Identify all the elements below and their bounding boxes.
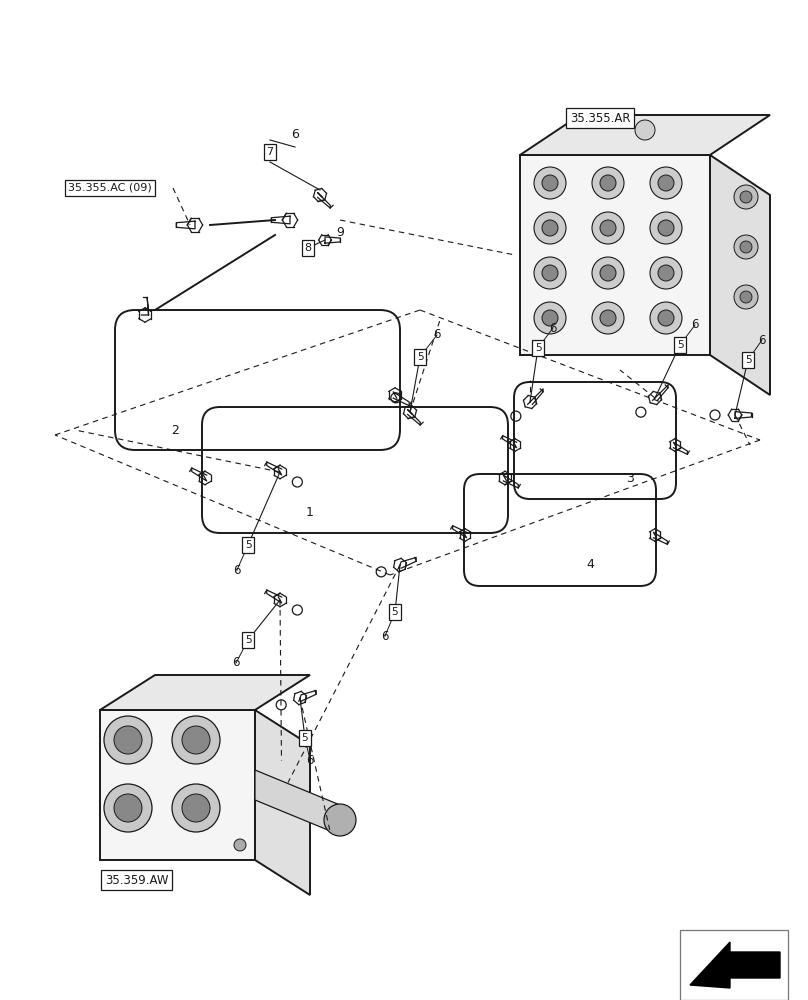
Polygon shape	[520, 115, 770, 155]
Text: 5: 5	[676, 340, 684, 350]
Circle shape	[114, 726, 142, 754]
Text: 6: 6	[291, 128, 299, 141]
Text: 9: 9	[336, 226, 344, 238]
Text: 8: 8	[305, 243, 312, 253]
Circle shape	[534, 302, 566, 334]
Text: 5: 5	[301, 733, 309, 743]
Polygon shape	[100, 710, 255, 860]
Circle shape	[734, 235, 758, 259]
Polygon shape	[100, 675, 310, 710]
Circle shape	[650, 167, 682, 199]
Text: 5: 5	[245, 540, 251, 550]
Text: 5: 5	[245, 635, 251, 645]
Circle shape	[542, 220, 558, 236]
Text: 5: 5	[417, 352, 423, 362]
Circle shape	[740, 191, 752, 203]
Circle shape	[600, 220, 616, 236]
Text: 3: 3	[626, 472, 634, 485]
Text: 6: 6	[758, 334, 766, 347]
Circle shape	[592, 212, 624, 244]
Text: 5: 5	[535, 343, 541, 353]
Text: 6: 6	[232, 656, 240, 670]
Circle shape	[650, 302, 682, 334]
Circle shape	[658, 175, 674, 191]
Text: 6: 6	[692, 318, 699, 332]
Circle shape	[592, 167, 624, 199]
Text: 2: 2	[171, 424, 179, 436]
Text: 6: 6	[433, 328, 440, 342]
Text: 35.359.AW: 35.359.AW	[105, 874, 169, 886]
Circle shape	[658, 220, 674, 236]
Circle shape	[542, 265, 558, 281]
Circle shape	[534, 212, 566, 244]
Text: 35.355.AC (09): 35.355.AC (09)	[68, 183, 152, 193]
Polygon shape	[690, 942, 780, 988]
Polygon shape	[255, 710, 310, 895]
Circle shape	[734, 185, 758, 209]
Text: 7: 7	[267, 147, 274, 157]
Circle shape	[234, 839, 246, 851]
Text: 6: 6	[306, 754, 314, 766]
Circle shape	[650, 212, 682, 244]
Text: 4: 4	[586, 558, 594, 572]
Text: 35.355.AR: 35.355.AR	[570, 111, 630, 124]
Circle shape	[600, 265, 616, 281]
Circle shape	[104, 716, 152, 764]
Circle shape	[114, 794, 142, 822]
Circle shape	[534, 257, 566, 289]
Circle shape	[650, 257, 682, 289]
Circle shape	[542, 310, 558, 326]
Text: 5: 5	[745, 355, 751, 365]
Polygon shape	[255, 770, 340, 835]
Circle shape	[740, 291, 752, 303]
Circle shape	[182, 726, 210, 754]
Circle shape	[592, 257, 624, 289]
Circle shape	[534, 167, 566, 199]
Polygon shape	[520, 155, 710, 355]
Circle shape	[172, 784, 220, 832]
Text: 5: 5	[392, 607, 398, 617]
Text: 6: 6	[234, 564, 241, 576]
Circle shape	[635, 120, 655, 140]
Circle shape	[172, 716, 220, 764]
Circle shape	[600, 175, 616, 191]
Circle shape	[600, 310, 616, 326]
Circle shape	[740, 241, 752, 253]
Circle shape	[324, 804, 356, 836]
Circle shape	[592, 302, 624, 334]
Text: 6: 6	[549, 322, 557, 334]
Circle shape	[104, 784, 152, 832]
Circle shape	[734, 285, 758, 309]
Text: 1: 1	[306, 506, 314, 520]
Circle shape	[658, 310, 674, 326]
Circle shape	[182, 794, 210, 822]
Circle shape	[658, 265, 674, 281]
Text: 6: 6	[381, 630, 389, 643]
Polygon shape	[710, 155, 770, 395]
Circle shape	[542, 175, 558, 191]
